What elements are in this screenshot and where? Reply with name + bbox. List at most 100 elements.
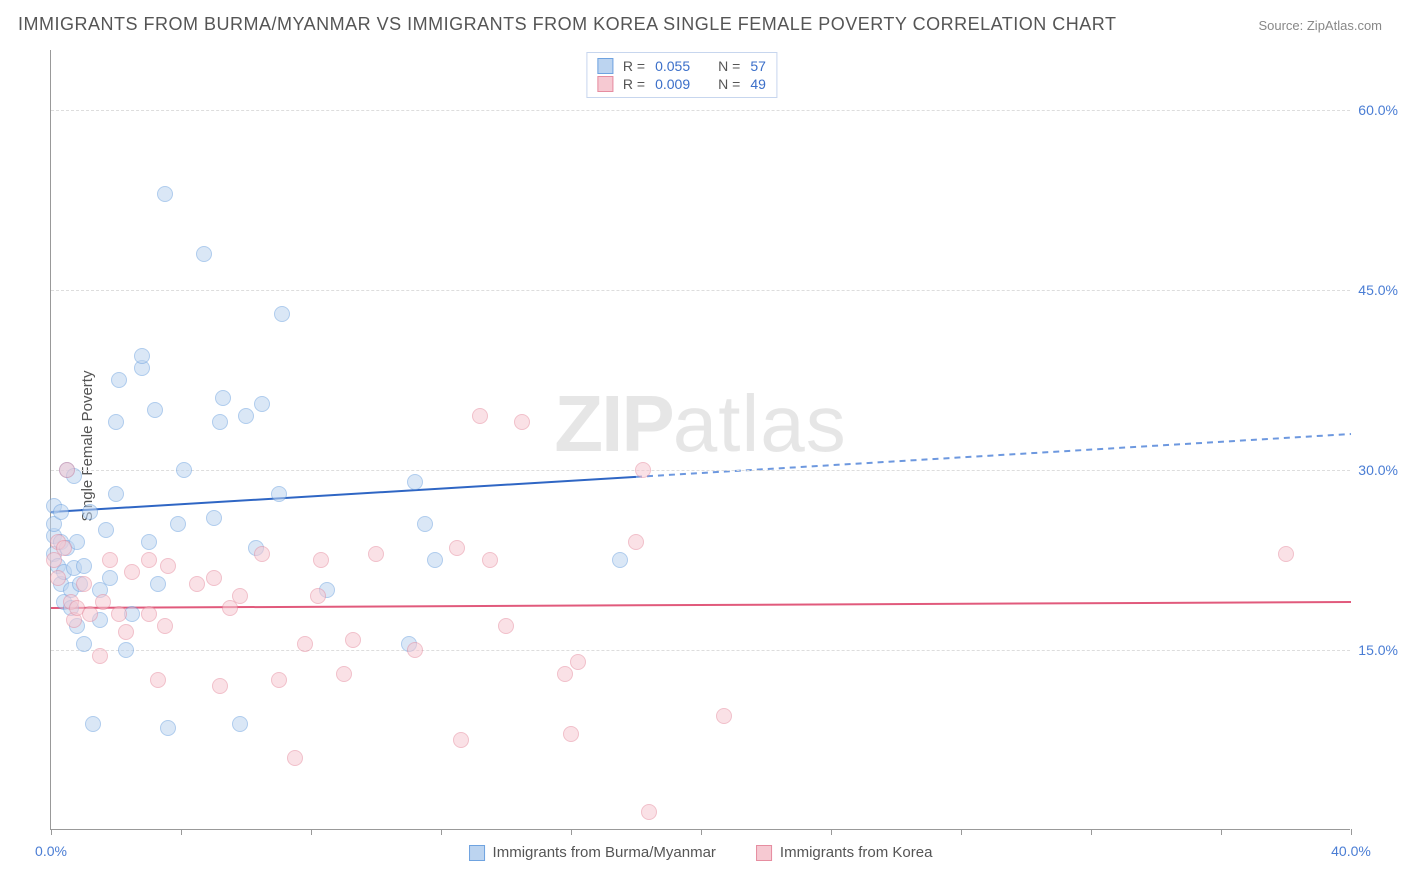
- trend-line-solid: [51, 602, 1351, 608]
- scatter-point: [206, 570, 222, 586]
- scatter-point: [345, 632, 361, 648]
- series-legend: Immigrants from Burma/Myanmar Immigrants …: [469, 844, 933, 861]
- scatter-point: [150, 672, 166, 688]
- scatter-point: [612, 552, 628, 568]
- scatter-point: [254, 546, 270, 562]
- scatter-point: [287, 750, 303, 766]
- x-tick: [1351, 829, 1352, 835]
- source-credit: Source: ZipAtlas.com: [1258, 18, 1382, 33]
- scatter-point: [76, 576, 92, 592]
- x-tick-label: 40.0%: [1331, 843, 1371, 859]
- scatter-point: [124, 564, 140, 580]
- trend-lines-svg: [51, 50, 1350, 829]
- scatter-point: [160, 720, 176, 736]
- gridline: [51, 290, 1350, 291]
- n-label: N =: [718, 76, 740, 92]
- r-label: R =: [623, 58, 645, 74]
- n-label: N =: [718, 58, 740, 74]
- scatter-point: [82, 606, 98, 622]
- y-tick-label: 60.0%: [1354, 102, 1398, 118]
- scatter-point: [557, 666, 573, 682]
- legend-label: Immigrants from Burma/Myanmar: [493, 844, 716, 861]
- scatter-point: [274, 306, 290, 322]
- scatter-point: [118, 642, 134, 658]
- r-value: 0.055: [655, 58, 690, 74]
- gridline: [51, 110, 1350, 111]
- scatter-point: [453, 732, 469, 748]
- scatter-point: [641, 804, 657, 820]
- scatter-point: [212, 678, 228, 694]
- scatter-point: [514, 414, 530, 430]
- trend-line-solid: [51, 477, 636, 512]
- chart-title: IMMIGRANTS FROM BURMA/MYANMAR VS IMMIGRA…: [18, 14, 1116, 35]
- scatter-point: [297, 636, 313, 652]
- scatter-point: [111, 606, 127, 622]
- scatter-point: [108, 486, 124, 502]
- scatter-point: [271, 672, 287, 688]
- scatter-point: [170, 516, 186, 532]
- scatter-point: [427, 552, 443, 568]
- legend-swatch: [597, 58, 613, 74]
- scatter-point: [570, 654, 586, 670]
- x-tick: [181, 829, 182, 835]
- scatter-point: [141, 606, 157, 622]
- scatter-point: [76, 558, 92, 574]
- x-tick: [961, 829, 962, 835]
- x-tick: [1221, 829, 1222, 835]
- stats-legend: R =0.055N =57R =0.009N =49: [586, 52, 777, 98]
- scatter-point: [102, 552, 118, 568]
- scatter-point: [157, 618, 173, 634]
- y-tick-label: 30.0%: [1354, 462, 1398, 478]
- scatter-point: [176, 462, 192, 478]
- scatter-point: [482, 552, 498, 568]
- scatter-point: [56, 540, 72, 556]
- stats-row: R =0.009N =49: [597, 75, 766, 93]
- scatter-point: [313, 552, 329, 568]
- x-tick: [1091, 829, 1092, 835]
- scatter-point: [449, 540, 465, 556]
- x-tick: [701, 829, 702, 835]
- scatter-point: [232, 588, 248, 604]
- x-tick: [441, 829, 442, 835]
- scatter-point: [238, 408, 254, 424]
- scatter-point: [215, 390, 231, 406]
- scatter-point: [85, 716, 101, 732]
- scatter-point: [141, 534, 157, 550]
- scatter-point: [635, 462, 651, 478]
- n-value: 49: [750, 76, 766, 92]
- scatter-point: [563, 726, 579, 742]
- scatter-point: [92, 648, 108, 664]
- legend-swatch: [756, 845, 772, 861]
- x-tick: [51, 829, 52, 835]
- scatter-point: [417, 516, 433, 532]
- scatter-point: [95, 594, 111, 610]
- scatter-point: [368, 546, 384, 562]
- scatter-point: [628, 534, 644, 550]
- scatter-point: [196, 246, 212, 262]
- x-tick: [311, 829, 312, 835]
- x-tick: [571, 829, 572, 835]
- y-tick-label: 15.0%: [1354, 642, 1398, 658]
- legend-item: Immigrants from Korea: [756, 844, 933, 861]
- watermark-zip: ZIP: [554, 379, 672, 468]
- scatter-point: [157, 186, 173, 202]
- watermark: ZIPatlas: [554, 378, 846, 470]
- scatter-point: [50, 570, 66, 586]
- scatter-point: [206, 510, 222, 526]
- legend-swatch: [597, 76, 613, 92]
- scatter-point: [271, 486, 287, 502]
- scatter-point: [59, 462, 75, 478]
- scatter-point: [232, 716, 248, 732]
- scatter-point: [108, 414, 124, 430]
- scatter-point: [118, 624, 134, 640]
- gridline: [51, 650, 1350, 651]
- scatter-point: [147, 402, 163, 418]
- scatter-point: [407, 474, 423, 490]
- scatter-point: [82, 504, 98, 520]
- scatter-point: [141, 552, 157, 568]
- x-tick-label: 0.0%: [35, 843, 67, 859]
- scatter-point: [150, 576, 166, 592]
- r-value: 0.009: [655, 76, 690, 92]
- scatter-point: [498, 618, 514, 634]
- scatter-point: [716, 708, 732, 724]
